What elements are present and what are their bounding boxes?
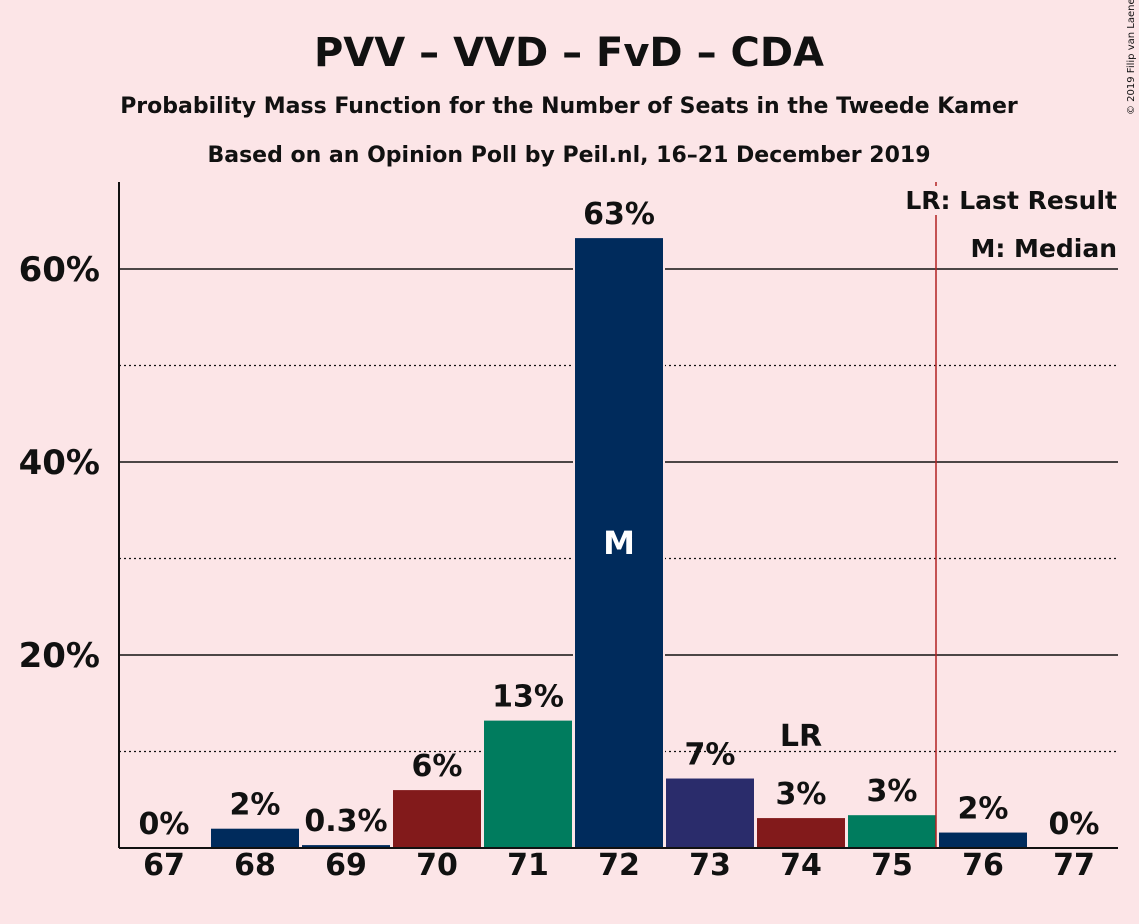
data-labels: 0% 2% 0.3% 6% 13% 63% 7% 3% 3% 2% 0% M LR bbox=[139, 182, 1100, 848]
last-result-marker: LR bbox=[780, 719, 822, 754]
x-tick-label: 76 bbox=[962, 848, 1004, 883]
x-tick-label: 68 bbox=[234, 848, 276, 883]
x-tick-label: 74 bbox=[780, 848, 822, 883]
bar-74 bbox=[757, 818, 845, 848]
data-label-71: 13% bbox=[492, 680, 564, 715]
bar-72 bbox=[575, 238, 663, 848]
data-label-73: 7% bbox=[685, 738, 736, 773]
data-label-67: 0% bbox=[139, 807, 190, 842]
bar-69 bbox=[302, 845, 390, 848]
data-label-74: 3% bbox=[776, 777, 827, 812]
chart-subtitle-source: Based on an Opinion Poll by Peil.nl, 16–… bbox=[207, 143, 930, 168]
bar-75 bbox=[848, 815, 936, 848]
bar-71 bbox=[484, 720, 572, 848]
y-tick-label: 60% bbox=[19, 250, 100, 290]
bar-68 bbox=[211, 828, 299, 848]
x-tick-label: 73 bbox=[689, 848, 731, 883]
legend: LR: Last Result M: Median bbox=[903, 186, 1120, 263]
x-tick-label: 67 bbox=[143, 848, 185, 883]
y-tick-label: 20% bbox=[19, 636, 100, 676]
bar-70 bbox=[393, 790, 481, 848]
legend-entry-background bbox=[968, 234, 1119, 263]
data-label-75: 3% bbox=[867, 774, 918, 809]
tick-labels: 20% 40% 60% 67 68 69 70 71 72 73 74 75 76 77 bbox=[19, 250, 1095, 883]
bar-73 bbox=[666, 778, 754, 848]
data-label-76: 2% bbox=[958, 792, 1009, 827]
data-label-68: 2% bbox=[230, 788, 281, 823]
bars bbox=[209, 236, 1029, 848]
data-label-72: 63% bbox=[583, 197, 655, 232]
data-label-70: 6% bbox=[412, 749, 463, 784]
chart-title: PVV – VVD – FvD – CDA bbox=[314, 30, 824, 76]
x-tick-label: 72 bbox=[598, 848, 640, 883]
y-tick-label: 40% bbox=[19, 443, 100, 483]
x-tick-label: 77 bbox=[1053, 848, 1095, 883]
legend-entry-background bbox=[903, 186, 1120, 215]
bar-76 bbox=[939, 832, 1027, 848]
legend-entry: LR: Last Result bbox=[905, 186, 1117, 215]
legend-entry: M: Median bbox=[970, 234, 1117, 263]
data-label-77: 0% bbox=[1049, 807, 1100, 842]
chart-subtitle: Probability Mass Function for the Number… bbox=[120, 94, 1018, 119]
x-tick-label: 70 bbox=[416, 848, 458, 883]
median-marker: M bbox=[603, 524, 635, 562]
data-label-69: 0.3% bbox=[304, 804, 387, 839]
x-tick-label: 71 bbox=[507, 848, 549, 883]
axes bbox=[118, 182, 1118, 849]
x-tick-label: 75 bbox=[871, 848, 913, 883]
copyright-notice: © 2019 Filip van Laenen bbox=[1126, 0, 1137, 115]
x-tick-label: 69 bbox=[325, 848, 367, 883]
